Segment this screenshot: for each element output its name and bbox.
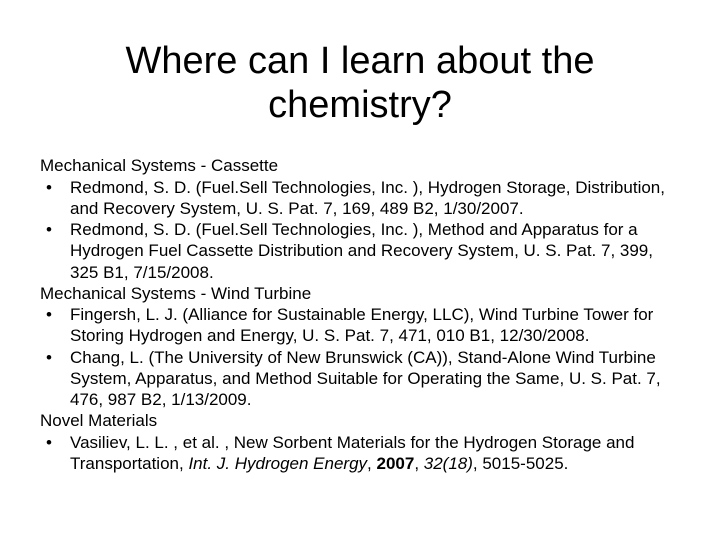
section-header: Novel Materials (40, 410, 680, 431)
section-header: Mechanical Systems - Cassette (40, 155, 680, 176)
bullet-mark: • (40, 432, 70, 453)
bullet-text: Redmond, S. D. (Fuel.Sell Technologies, … (70, 177, 680, 220)
bullet-mark: • (40, 177, 70, 198)
bullet-item: • Redmond, S. D. (Fuel.Sell Technologies… (40, 177, 680, 220)
bullet-mark: • (40, 347, 70, 368)
bullet-text: Redmond, S. D. (Fuel.Sell Technologies, … (70, 219, 680, 283)
bullet-text: Vasiliev, L. L. , et al. , New Sorbent M… (70, 432, 680, 475)
bullet-text: Chang, L. (The University of New Brunswi… (70, 347, 680, 411)
bullet-item: • Vasiliev, L. L. , et al. , New Sorbent… (40, 432, 680, 475)
slide-body: Mechanical Systems - Cassette • Redmond,… (40, 155, 680, 474)
bullet-item: • Chang, L. (The University of New Bruns… (40, 347, 680, 411)
section-header: Mechanical Systems - Wind Turbine (40, 283, 680, 304)
bullet-mark: • (40, 219, 70, 240)
bullet-item: • Redmond, S. D. (Fuel.Sell Technologies… (40, 219, 680, 283)
slide: Where can I learn about the chemistry? M… (0, 0, 720, 540)
bullet-text: Fingersh, L. J. (Alliance for Sustainabl… (70, 304, 680, 347)
bullet-mark: • (40, 304, 70, 325)
bullet-item: • Fingersh, L. J. (Alliance for Sustaina… (40, 304, 680, 347)
slide-title: Where can I learn about the chemistry? (40, 40, 680, 127)
